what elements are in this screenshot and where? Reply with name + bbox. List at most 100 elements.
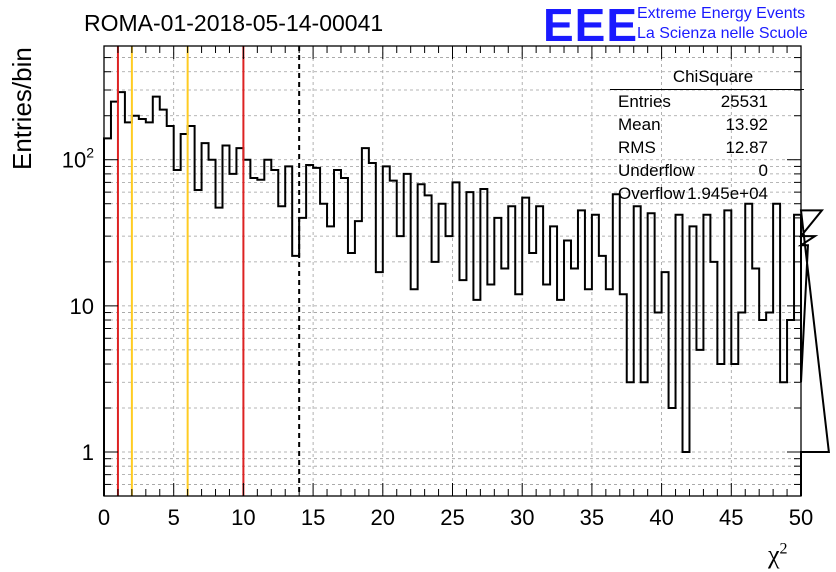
histogram-bin [376,272,383,496]
histogram-bin [341,178,348,496]
x-tick-label: 40 [649,505,673,530]
histogram-bin [125,122,132,496]
histogram-bin [167,126,174,496]
stats-label: Mean [618,115,661,134]
stats-value: 1.945e+04 [687,184,768,203]
histogram-bin [320,204,327,496]
histogram-bin [236,148,243,496]
histogram-bin [209,160,216,496]
histogram-bin [299,218,306,496]
histogram-bin [285,166,292,496]
logo-caption-line2: La Scienza nelle Scuole [637,25,808,42]
histogram-bin [446,236,453,496]
histogram-bin [689,226,696,496]
stats-label: RMS [618,138,656,157]
histogram-bin [717,364,724,496]
stats-value: 13.92 [725,115,768,134]
histogram-bin [550,226,557,496]
logo-caption: Extreme Energy Events La Scienza nelle S… [637,4,808,44]
histogram-bin [648,213,655,496]
tick-label-layer: 0 5 10 15 20 25 30 35 40 45 50 1 10 102 [62,145,814,530]
histogram-layer [103,91,831,496]
x-tick-label: 25 [440,505,464,530]
histogram-bin [425,195,432,496]
stats-label: Underflow [618,161,695,180]
histogram-bin [564,241,571,496]
histogram-bin [508,206,515,496]
logo-caption-line1: Extreme Energy Events [637,5,806,22]
histogram-bin [153,97,160,496]
histogram-bin [745,204,752,496]
histogram-bin [480,189,487,496]
histogram-bin [181,134,188,496]
histogram-bin [529,253,536,496]
histogram-bin [710,262,717,496]
x-tick-label: 45 [719,505,743,530]
histogram-bin [306,165,313,496]
histogram-bin [439,204,446,496]
histogram-bin [271,170,278,496]
histogram-bin [487,285,494,496]
histogram-bin [313,168,320,496]
y-tick-label: 102 [62,145,94,173]
y-tick-label: 1 [82,440,94,465]
x-tick-label: 30 [510,505,534,530]
stats-row-underflow: Underflow 0 [610,159,804,182]
histogram-bin [397,236,404,496]
x-tick-label: 15 [301,505,325,530]
histogram-bin [787,320,794,496]
histogram-bin [543,285,550,496]
stats-row-rms: RMS 12.87 [610,136,804,159]
histogram-bin [585,289,592,496]
y-tick-label: 10 [70,294,94,319]
histogram-bin [355,221,362,496]
histogram-bin [676,215,683,496]
histogram-bin [655,313,662,496]
histogram-bin [216,208,223,496]
histogram-bin [641,382,648,496]
vertical-lines-layer [116,46,301,496]
histogram-bin [620,294,627,496]
histogram-bin [118,92,125,496]
histogram-bin [292,256,299,496]
histogram-bin [243,160,250,496]
stats-box-divider [610,89,804,90]
histogram-bin [724,210,731,496]
histogram-bin [571,269,578,496]
stats-label: Entries [618,92,671,111]
histogram-bin [383,166,390,496]
histogram-bin [132,116,139,496]
histogram-bin [494,218,501,496]
x-tick-label: 0 [98,505,110,530]
x-tick-label: 20 [371,505,395,530]
histogram-bin [515,294,522,496]
stats-value: 25531 [720,92,768,111]
histogram-bin [418,184,425,496]
histogram-bin [696,350,703,496]
stats-label: Overflow [618,184,686,203]
histogram-bin [501,269,508,496]
histogram-bin [759,320,766,496]
histogram-bin [229,174,236,496]
histogram-bin [390,181,397,496]
stats-box-name: ChiSquare [672,67,754,86]
histogram-bin [766,313,773,496]
histogram-bin [473,300,480,496]
histogram-bin [522,198,529,496]
histogram-bin [146,122,153,496]
stats-row-mean: Mean 13.92 [610,113,804,136]
histogram-bin [738,313,745,496]
x-tick-label: 10 [231,505,255,530]
histogram-bin [627,382,634,496]
tick-layer [103,45,802,497]
histogram-bin [348,253,355,496]
histogram-bin [432,262,439,496]
histogram-bin [731,364,738,496]
histogram-bin [257,180,264,496]
histogram-bin [362,148,369,496]
x-tick-label: 50 [789,505,813,530]
histogram-bin [160,110,167,496]
histogram-bin [264,160,271,496]
histogram-bin [278,206,285,496]
